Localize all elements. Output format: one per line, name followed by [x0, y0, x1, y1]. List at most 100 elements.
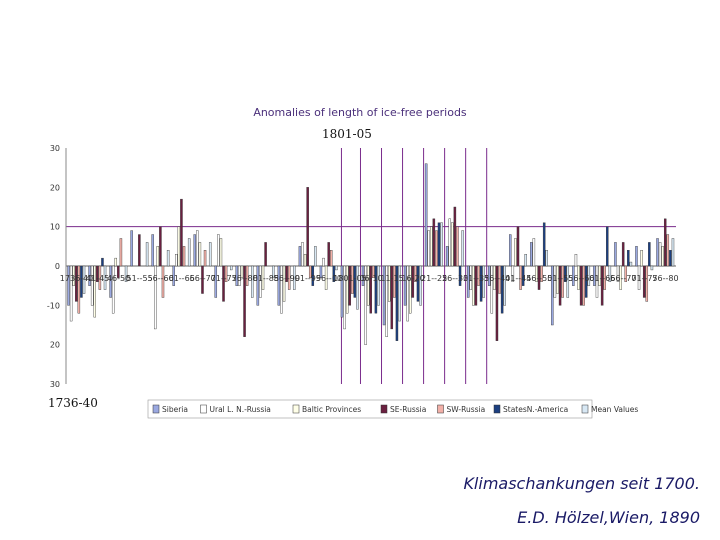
bar-sw-russia-36-40 — [498, 265, 501, 294]
bar-se-russia-86-90 — [285, 265, 288, 282]
label-1801-05: 1801-05 — [322, 127, 372, 141]
bar-ural-l-n-russia-06-10 — [364, 265, 367, 345]
y-tick-label: 30 — [50, 144, 60, 153]
bar-mean-values-91-95 — [314, 246, 317, 267]
bar-siberia-56-60 — [151, 234, 154, 267]
bar-statesn-america-56-60 — [585, 265, 588, 298]
bar-ural-l-n-russia-56-60 — [574, 253, 578, 267]
legend-label: Siberia — [162, 405, 188, 414]
legend-label: Ural L. N.-Russia — [210, 405, 271, 414]
bar-sw-russia-71-75 — [645, 265, 649, 302]
x-tick-label: 21--25 — [421, 274, 447, 283]
legend-swatch — [152, 404, 160, 414]
bar-baltic-provinces-86-90 — [282, 265, 286, 302]
bar-se-russia-66-70 — [621, 242, 625, 267]
bar-mean-values-41-45 — [103, 265, 107, 290]
bar-siberia-51-55 — [551, 265, 554, 326]
bar-mean-values-16-20 — [419, 265, 422, 306]
bar-mean-values-66-70 — [629, 261, 633, 267]
bar-se-russia-46-50 — [537, 265, 541, 290]
bar-se-russia-51-55 — [138, 234, 141, 267]
x-tick-label: 41--45 — [505, 274, 531, 283]
bar-se-russia-41-45 — [516, 226, 520, 267]
bar-sw-russia-91-95 — [308, 265, 312, 279]
bar-statesn-america-1801-05 — [353, 265, 357, 298]
bar-statesn-america-11-15 — [395, 265, 399, 341]
bar-siberia-36-40 — [487, 265, 491, 286]
bar-sw-russia-1736-40 — [77, 265, 81, 314]
bar-sw-russia-31-35 — [477, 265, 480, 286]
bar-sw-russia-76-80 — [245, 265, 249, 286]
x-tick-label: 66--70 — [190, 274, 216, 283]
bar-siberia-1736-40 — [67, 265, 70, 306]
x-tick-label: 11-15 — [380, 274, 403, 283]
bar-ural-l-n-russia-96-1800 — [322, 257, 325, 267]
bar-siberia-71-75 — [635, 246, 638, 267]
bar-se-russia-21-25 — [432, 218, 436, 267]
bar-siberia-66-70 — [193, 234, 196, 267]
bar-se-russia-16-20 — [411, 265, 415, 298]
x-tick-label: 06-10 — [359, 274, 382, 283]
bar-siberia-46-50 — [109, 265, 112, 298]
bar-baltic-provinces-26-30 — [451, 222, 454, 267]
x-tick-label: 36--40 — [484, 274, 510, 283]
bar-statesn-america-26-30 — [458, 265, 462, 286]
bar-baltic-provinces-76-80 — [661, 246, 664, 267]
legend-label: Mean Values — [591, 405, 638, 414]
x-tick-label: 61--65 — [169, 274, 195, 283]
bar-ural-l-n-russia-61-65 — [595, 265, 599, 298]
x-tick-label: 46-50 — [107, 274, 130, 283]
bar-ural-l-n-russia-31-35 — [469, 265, 473, 290]
bar-se-russia-1801-05 — [348, 265, 351, 306]
bar-siberia-1801-05 — [340, 265, 344, 318]
bar-siberia-51-55 — [130, 230, 133, 267]
bar-mean-values-66-70 — [208, 242, 212, 267]
bar-siberia-76-80 — [235, 265, 239, 286]
bar-ural-l-n-russia-86-90 — [280, 265, 283, 314]
bar-ural-l-n-russia-91-95 — [301, 242, 304, 267]
bar-statesn-america-76-80 — [669, 250, 672, 267]
bar-se-russia-26-30 — [453, 206, 457, 267]
bar-statesn-america-51-55 — [563, 265, 567, 282]
bar-siberia-81-85 — [256, 265, 260, 306]
x-tick-label: 51--55 — [127, 274, 153, 283]
x-tick-label: 1736-40 — [60, 274, 93, 283]
bar-se-russia-56-60 — [579, 265, 583, 306]
legend-swatch — [437, 404, 444, 414]
bar-baltic-provinces-16-20 — [409, 265, 412, 314]
bar-mean-values-51-55 — [145, 242, 149, 267]
bar-mean-values-56-60 — [587, 265, 591, 286]
y-tick-label: 10 — [50, 223, 60, 232]
bar-statesn-america-16-20 — [416, 265, 420, 302]
x-tick-label: 76--80 — [232, 274, 258, 283]
x-tick-label: 96--00 — [316, 274, 342, 283]
bar-se-russia-71-75 — [222, 265, 225, 302]
bar-sw-russia-16-20 — [414, 265, 417, 282]
bar-mean-values-21-25 — [440, 222, 443, 267]
bar-se-russia-61-65 — [600, 265, 604, 306]
legend-swatch — [292, 404, 300, 414]
x-tick-label: 31--35 — [463, 274, 489, 283]
bar-statesn-america-31-35 — [479, 265, 483, 302]
bar-siberia-46-50 — [530, 242, 533, 267]
bar-ural-l-n-russia-16-20 — [406, 265, 409, 322]
x-tick-label: 56--60 — [148, 274, 174, 283]
bar-mean-values-61-65 — [608, 265, 612, 282]
bar-siberia-86-90 — [277, 265, 281, 306]
bar-statesn-america-41-45 — [101, 257, 104, 267]
bar-sw-russia-66-70 — [624, 265, 627, 282]
bar-mean-values-1801-05 — [356, 265, 359, 310]
bar-sw-russia-61-65 — [182, 246, 186, 267]
legend-label: SE-Russia — [390, 405, 426, 414]
bar-mean-values-36-40 — [503, 265, 506, 306]
bar-se-russia-71-75 — [642, 265, 646, 298]
bar-statesn-america-06-10 — [374, 265, 378, 314]
bar-baltic-provinces-1801-05 — [345, 265, 349, 314]
bar-sw-russia-46-50 — [119, 238, 123, 267]
source-title: Klimaschankungen seit 1700. — [463, 474, 700, 493]
bar-sw-russia-86-90 — [287, 265, 291, 290]
bar-se-russia-76-80 — [243, 265, 246, 338]
legend-swatch — [581, 404, 589, 414]
legend-swatch — [200, 404, 207, 414]
bar-ural-l-n-russia-66-70 — [196, 230, 199, 267]
